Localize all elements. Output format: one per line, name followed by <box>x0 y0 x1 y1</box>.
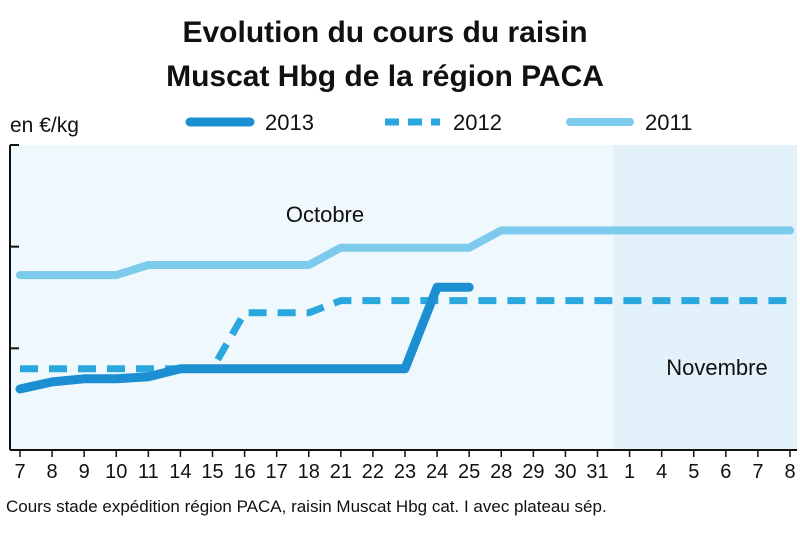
x-tick-label: 10 <box>105 461 127 483</box>
series-line-2013 <box>15 282 474 394</box>
x-tick-labels: 7 8 9 10 11 14 15 16 17 18 21 22 23 24 25 28 29 30 31 1 4 5 6 7… <box>14 461 795 483</box>
x-tick-label: 15 <box>201 461 223 483</box>
x-tick-label: 21 <box>330 461 352 483</box>
x-tick-label: 16 <box>233 461 255 483</box>
series-line-2012 <box>20 297 790 373</box>
x-tick-label: 31 <box>586 461 608 483</box>
x-tick-label: 5 <box>688 461 699 483</box>
chart-title: Evolution du cours du raisin <box>182 16 587 49</box>
legend-label-2013: 2013 <box>265 110 314 135</box>
x-tick-label: 1 <box>624 461 635 483</box>
series-lines <box>15 226 794 394</box>
y-axis-label: en €/kg <box>10 114 79 137</box>
x-tick-label: 11 <box>138 461 159 483</box>
chart-subtitle: Muscat Hbg de la région PACA <box>166 60 604 93</box>
legend-label-2011: 2011 <box>645 110 692 135</box>
x-tick-label: 30 <box>554 461 576 483</box>
x-tick-label: 14 <box>169 461 191 483</box>
legend-label-2012: 2012 <box>453 110 502 135</box>
x-tick-label: 4 <box>656 461 667 483</box>
x-tick-label: 6 <box>720 461 731 483</box>
series-line-2011 <box>16 226 794 280</box>
x-tick-label: 18 <box>298 461 320 483</box>
x-tick-label: 8 <box>784 461 795 483</box>
x-tick-label: 23 <box>394 461 416 483</box>
x-tick-label: 7 <box>14 461 25 483</box>
period-label-novembre: Novembre <box>666 355 767 380</box>
november-background <box>613 145 797 450</box>
x-tick-label: 7 <box>752 461 763 483</box>
x-tick-label: 29 <box>522 461 544 483</box>
x-tick-label: 9 <box>79 461 90 483</box>
x-tick-label: 17 <box>266 461 288 483</box>
x-tick-label: 22 <box>362 461 384 483</box>
period-label-octobre: Octobre <box>286 202 364 227</box>
legend: 2013 2012 2011 <box>185 110 692 135</box>
x-tick-label: 25 <box>458 461 480 483</box>
axes <box>9 144 797 457</box>
x-tick-label: 24 <box>426 461 448 483</box>
x-tick-label: 8 <box>47 461 58 483</box>
x-tick-label: 28 <box>490 461 512 483</box>
chart-caption: Cours stade expédition région PACA, rais… <box>6 497 607 516</box>
